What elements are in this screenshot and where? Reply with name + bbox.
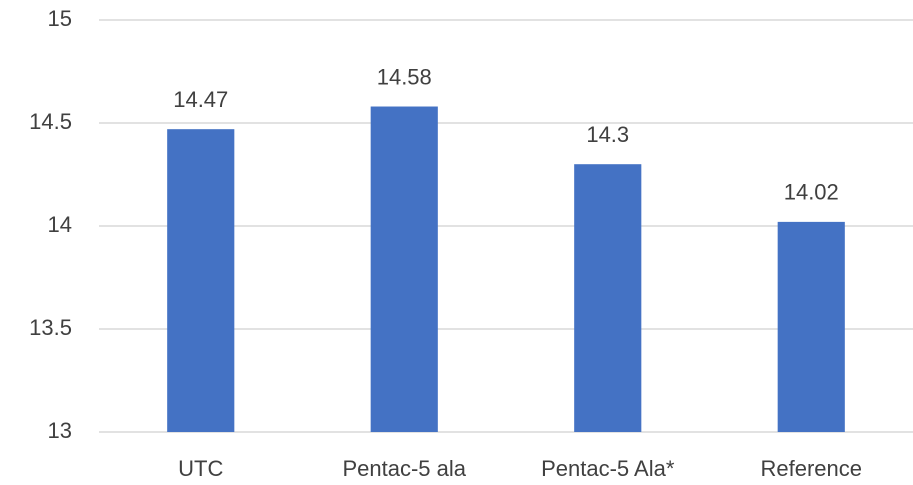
bar	[777, 221, 845, 432]
x-tick-label: Reference	[760, 456, 862, 481]
x-tick-label: Pentac-5 ala	[342, 456, 466, 481]
bar	[574, 164, 642, 432]
y-tick-label: 14	[48, 212, 72, 237]
x-tick-label: Pentac-5 Ala*	[541, 456, 675, 481]
y-tick-label: 15	[48, 6, 72, 31]
y-tick-label: 14.5	[29, 109, 72, 134]
y-tick-label: 13	[48, 418, 72, 443]
data-label: 14.47	[173, 87, 228, 112]
bar	[167, 129, 235, 432]
bar	[370, 106, 438, 433]
data-label: 14.02	[784, 180, 839, 205]
y-tick-label: 13.5	[29, 315, 72, 340]
data-label: 14.58	[377, 64, 432, 89]
data-label: 14.3	[586, 122, 629, 147]
x-tick-label: UTC	[178, 456, 223, 481]
